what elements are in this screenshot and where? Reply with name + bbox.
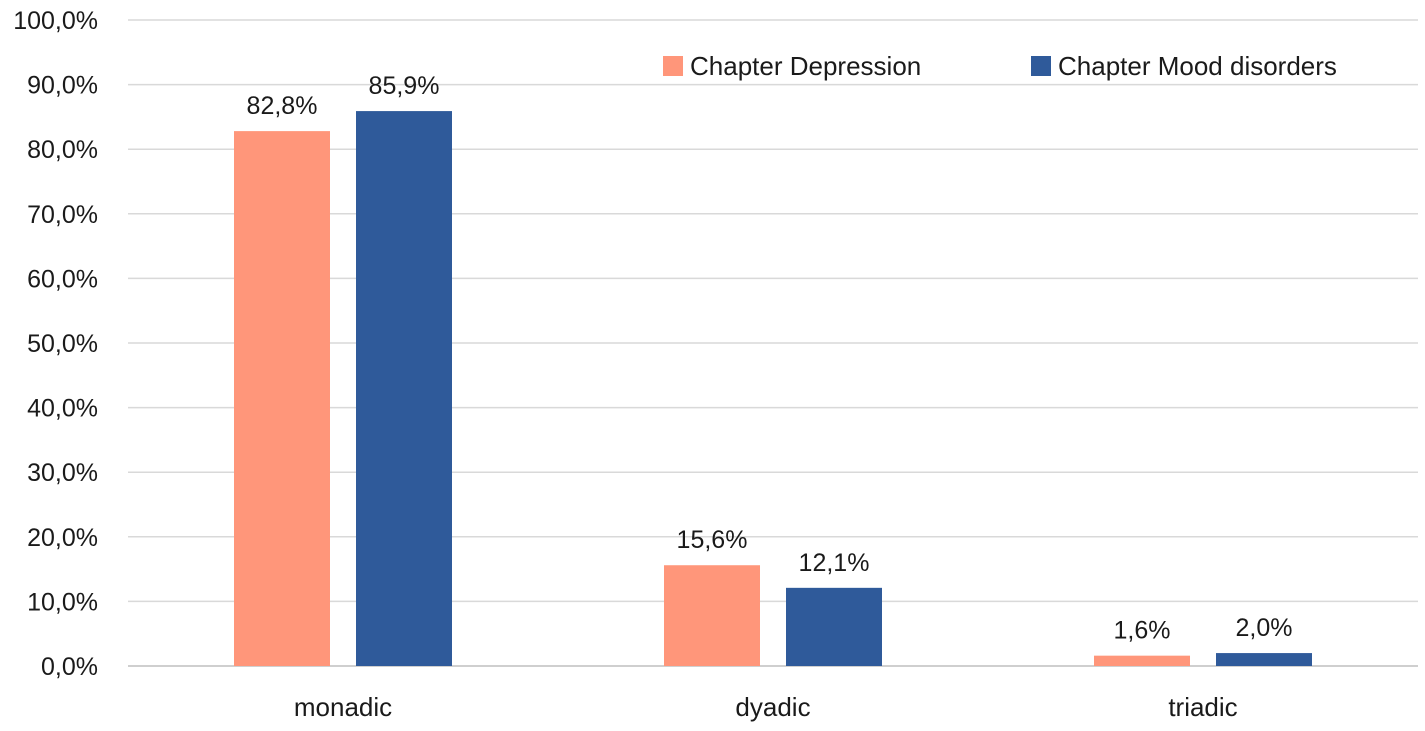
bar-triadic-series-1: [1216, 653, 1312, 666]
y-tick-label: 20,0%: [27, 524, 98, 552]
y-tick-label: 40,0%: [27, 395, 98, 423]
bar-dyadic-series-1: [786, 587, 882, 666]
bars: [234, 111, 1312, 666]
legend-label: Chapter Mood disorders: [1058, 51, 1337, 81]
data-labels: 82,8% 85,9% 15,6% 12,1% 1,6% 2,0%: [247, 72, 1293, 645]
y-tick-label: 60,0%: [27, 265, 98, 293]
bar-triadic-series-0: [1094, 655, 1190, 666]
y-axis-ticks: 0,0% 10,0% 20,0% 30,0% 40,0% 50,0% 60,0% 70,0% 8…: [13, 7, 98, 681]
y-tick-label: 100,0%: [13, 7, 98, 35]
x-category-label: triadic: [1168, 692, 1237, 722]
y-tick-label: 10,0%: [27, 588, 98, 616]
x-category-label: monadic: [294, 692, 392, 722]
data-label: 85,9%: [369, 72, 440, 100]
data-label: 12,1%: [799, 549, 870, 577]
x-category-label: dyadic: [735, 692, 810, 722]
legend-label: Chapter Depression: [690, 51, 921, 81]
data-label: 1,6%: [1114, 617, 1171, 645]
bar-monadic-series-0: [234, 131, 330, 666]
y-tick-label: 90,0%: [27, 72, 98, 100]
data-label: 82,8%: [247, 92, 318, 120]
legend-swatch: [1031, 56, 1051, 76]
bar-monadic-series-1: [356, 111, 452, 666]
legend: Chapter Depression Chapter Mood disorders: [663, 51, 1337, 81]
data-label: 2,0%: [1236, 614, 1293, 642]
bar-dyadic-series-0: [664, 565, 760, 666]
y-tick-label: 50,0%: [27, 330, 98, 358]
y-tick-label: 0,0%: [41, 653, 98, 681]
y-tick-label: 70,0%: [27, 201, 98, 229]
y-tick-label: 80,0%: [27, 136, 98, 164]
x-axis-labels: monadic dyadic triadic: [294, 692, 1238, 722]
data-label: 15,6%: [677, 526, 748, 554]
gridlines: [128, 19, 1418, 667]
y-tick-label: 30,0%: [27, 459, 98, 487]
legend-swatch: [663, 56, 683, 76]
